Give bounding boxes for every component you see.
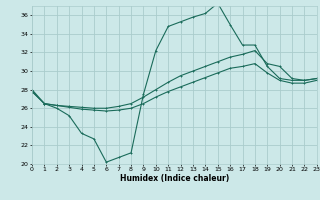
X-axis label: Humidex (Indice chaleur): Humidex (Indice chaleur) <box>120 174 229 183</box>
